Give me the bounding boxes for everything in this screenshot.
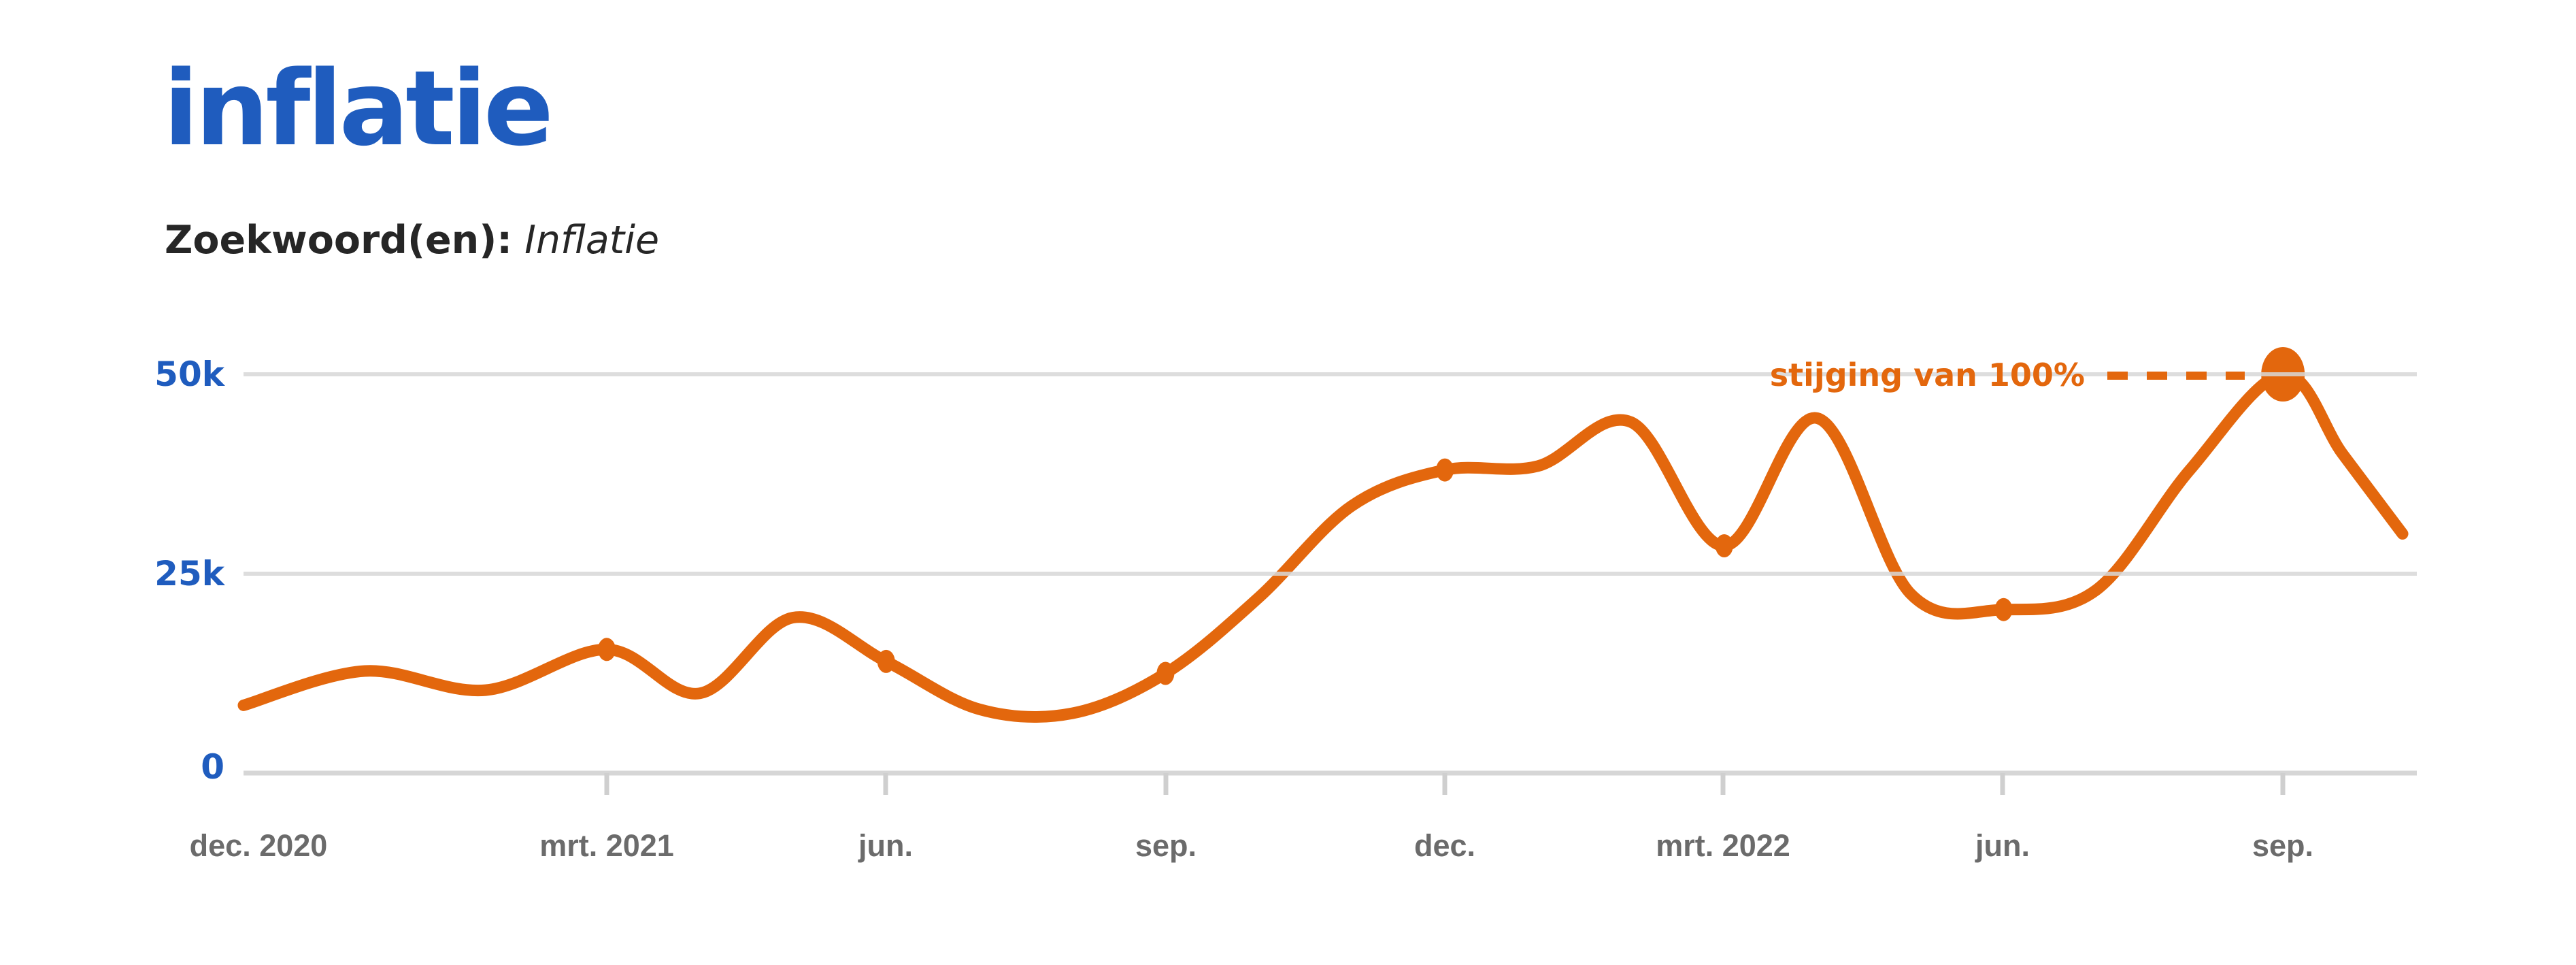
gridlines (244, 372, 2417, 776)
page-title: inflatie (163, 48, 554, 169)
keyword-value: Inflatie (524, 218, 660, 263)
keyword-subtitle: Zoekwoord(en): Inflatie (165, 218, 659, 263)
annotation-label: stijging van 100% (1770, 357, 2085, 393)
data-point-marker (598, 638, 616, 661)
data-point-marker (877, 649, 895, 673)
data-point-marker (1436, 458, 1454, 482)
keyword-label: Zoekwoord(en): (165, 218, 513, 263)
data-point-marker (1156, 661, 1175, 685)
y-tick-label-0: 0 (201, 747, 224, 787)
x-axis-ticks (604, 773, 2286, 795)
y-tick-label-25k: 25k (154, 554, 226, 593)
x-tick-label-jun-2022: jun. (1975, 828, 2030, 863)
x-tick-label-sep-2021: sep. (1135, 828, 1197, 863)
data-point-marker (1715, 534, 1733, 557)
x-tick-label-sep-2022: sep. (2252, 828, 2313, 863)
x-tick-label-dec-2020: dec. 2020 (190, 828, 328, 863)
x-tick-label-mrt-2021: mrt. 2021 (539, 828, 674, 863)
x-axis-labels: dec. 2020 mrt. 2021 jun. sep. dec. mrt. … (190, 828, 2313, 863)
x-tick-label-dec-2021: dec. (1414, 828, 1475, 863)
y-tick-label-50k: 50k (154, 355, 226, 394)
x-tick-label-mrt-2022: mrt. 2022 (1656, 828, 1790, 863)
series-layer (237, 347, 2409, 723)
x-tick-label-jun-2021: jun. (858, 828, 913, 863)
data-point-marker (1994, 598, 2013, 621)
header: inflatie (163, 48, 554, 169)
y-axis-labels: 50k 25k 0 (154, 355, 226, 787)
trend-line (237, 368, 2409, 723)
